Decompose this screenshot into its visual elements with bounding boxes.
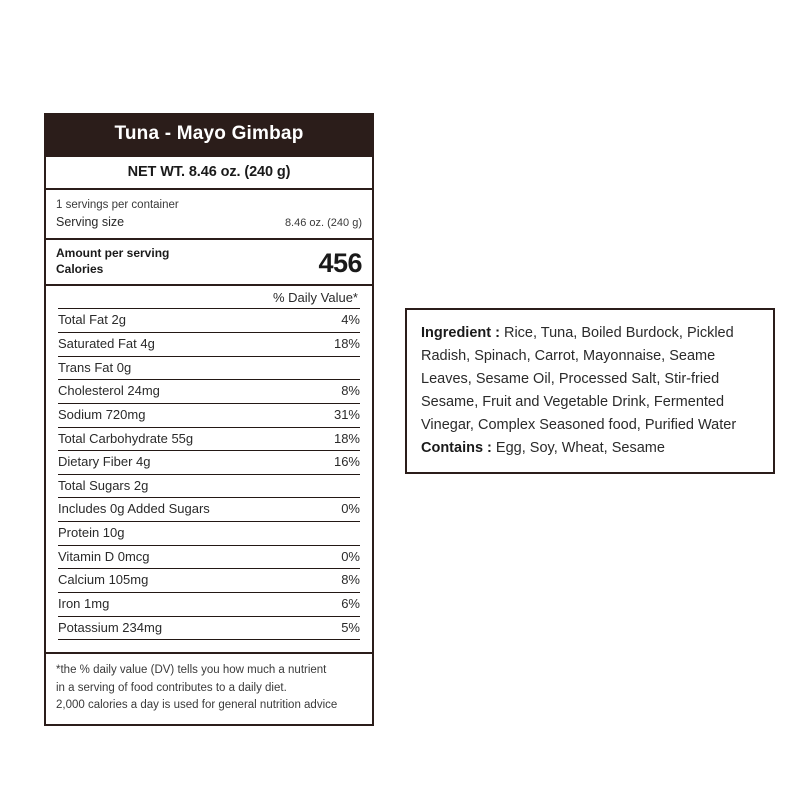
nutrient-name: Includes 0g Added Sugars	[58, 497, 304, 522]
nutrient-name: Cholesterol 24mg	[58, 379, 304, 404]
nutrient-row: Total Sugars 2g	[58, 473, 360, 498]
nutrient-row: Total Fat 2g 4%	[58, 308, 360, 333]
nutrient-row: Sodium 720mg 31%	[58, 402, 360, 428]
nutrient-name: Total Sugars 2g	[58, 473, 304, 498]
nutrient-daily-value	[304, 355, 360, 380]
calories-labels: Amount per serving Calories	[56, 246, 169, 278]
contains-statement: Contains : Egg, Soy, Wheat, Sesame	[421, 437, 760, 460]
nutrient-daily-value: 5%	[304, 615, 360, 640]
nutrient-row: Vitamin D 0mcg 0%	[58, 544, 360, 569]
nutrient-name: Saturated Fat 4g	[58, 332, 304, 357]
nutrient-name: Dietary Fiber 4g	[58, 450, 304, 475]
calories-block: Amount per serving Calories 456	[46, 237, 372, 285]
nutrient-row: Protein 10g	[58, 521, 360, 546]
product-title-band: Tuna - Mayo Gimbap	[46, 115, 372, 155]
serving-info-block: 1 servings per container Serving size 8.…	[46, 187, 372, 238]
nutrient-daily-value: 18%	[304, 426, 360, 451]
nutrient-name: Total Carbohydrate 55g	[58, 426, 304, 451]
footnote-line: *the % daily value (DV) tells you how mu…	[56, 664, 327, 677]
nutrient-row: Calcium 105mg 8%	[58, 568, 360, 593]
ingredient-statement: Ingredient : Rice, Tuna, Boiled Burdock,…	[421, 322, 760, 437]
nutrient-daily-value: 31%	[304, 402, 360, 428]
nutrient-name: Potassium 234mg	[58, 615, 304, 640]
product-title: Tuna - Mayo Gimbap	[114, 123, 304, 144]
nutrient-name: Iron 1mg	[58, 591, 304, 617]
nutrient-row: Total Carbohydrate 55g 18%	[58, 426, 360, 451]
nutrient-daily-value	[304, 521, 360, 546]
daily-value-footnote: *the % daily value (DV) tells you how mu…	[46, 652, 372, 723]
nutrition-facts-panel: Tuna - Mayo Gimbap NET WT. 8.46 oz. (240…	[44, 113, 374, 726]
net-weight-text: NET WT. 8.46 oz. (240 g)	[127, 163, 291, 180]
amount-per-serving-label: Amount per serving	[56, 245, 170, 260]
footnote-line: in a serving of food contributes to a da…	[56, 681, 287, 694]
nutrient-daily-value: 0%	[304, 544, 360, 569]
nutrient-daily-value: 8%	[304, 568, 360, 593]
nutrient-table-wrap: % Daily Value* Total Fat 2g 4% Saturated F…	[46, 284, 372, 641]
nutrient-name: Calcium 105mg	[58, 568, 304, 593]
contains-text: Egg, Soy, Wheat, Sesame	[495, 439, 665, 456]
calories-value: 456	[318, 248, 362, 279]
nutrient-row: Includes 0g Added Sugars 0%	[58, 497, 360, 522]
nutrient-row: Iron 1mg 6%	[58, 591, 360, 617]
nutrient-name: Sodium 720mg	[58, 402, 304, 428]
nutrient-daily-value	[304, 473, 360, 498]
daily-value-header: % Daily Value*	[272, 290, 358, 306]
nutrient-row: Potassium 234mg 5%	[58, 615, 360, 640]
nutrient-row: Trans Fat 0g	[58, 355, 360, 380]
nutrient-daily-value: 0%	[304, 497, 360, 522]
nutrient-daily-value: 16%	[304, 450, 360, 475]
calories-label: Calories	[56, 261, 104, 276]
nutrient-daily-value: 18%	[304, 332, 360, 357]
nutrient-row: Saturated Fat 4g 18%	[58, 332, 360, 357]
nutrient-name: Total Fat 2g	[58, 308, 304, 333]
serving-size-row: Serving size 8.46 oz. (240 g)	[56, 214, 362, 230]
footnote-line: 2,000 calories a day is used for general…	[56, 699, 338, 712]
nutrient-table-bottom-rule	[58, 639, 360, 641]
nutrient-daily-value: 4%	[304, 308, 360, 333]
ingredient-label: Ingredient :	[421, 325, 500, 341]
nutrient-row: Cholesterol 24mg 8%	[58, 379, 360, 404]
serving-size-value: 8.46 oz. (240 g)	[284, 216, 362, 229]
net-weight-row: NET WT. 8.46 oz. (240 g)	[46, 154, 372, 188]
serving-size-label: Serving size	[56, 214, 125, 229]
nutrient-daily-value: 6%	[304, 591, 360, 617]
nutrient-daily-value: 8%	[304, 379, 360, 404]
nutrient-table: Total Fat 2g 4% Saturated Fat 4g 18% Trans F…	[58, 308, 360, 640]
ingredient-panel: Ingredient : Rice, Tuna, Boiled Burdock,…	[405, 308, 775, 475]
ingredient-text: Rice, Tuna, Boiled Burdock, Pickled Radi…	[421, 325, 737, 433]
servings-per-container: 1 servings per container	[56, 198, 179, 211]
nutrient-name: Protein 10g	[58, 521, 304, 546]
nutrient-row: Dietary Fiber 4g 16%	[58, 450, 360, 475]
nutrient-name: Trans Fat 0g	[58, 355, 304, 380]
contains-label: Contains :	[421, 439, 492, 456]
nutrient-name: Vitamin D 0mcg	[58, 544, 304, 569]
